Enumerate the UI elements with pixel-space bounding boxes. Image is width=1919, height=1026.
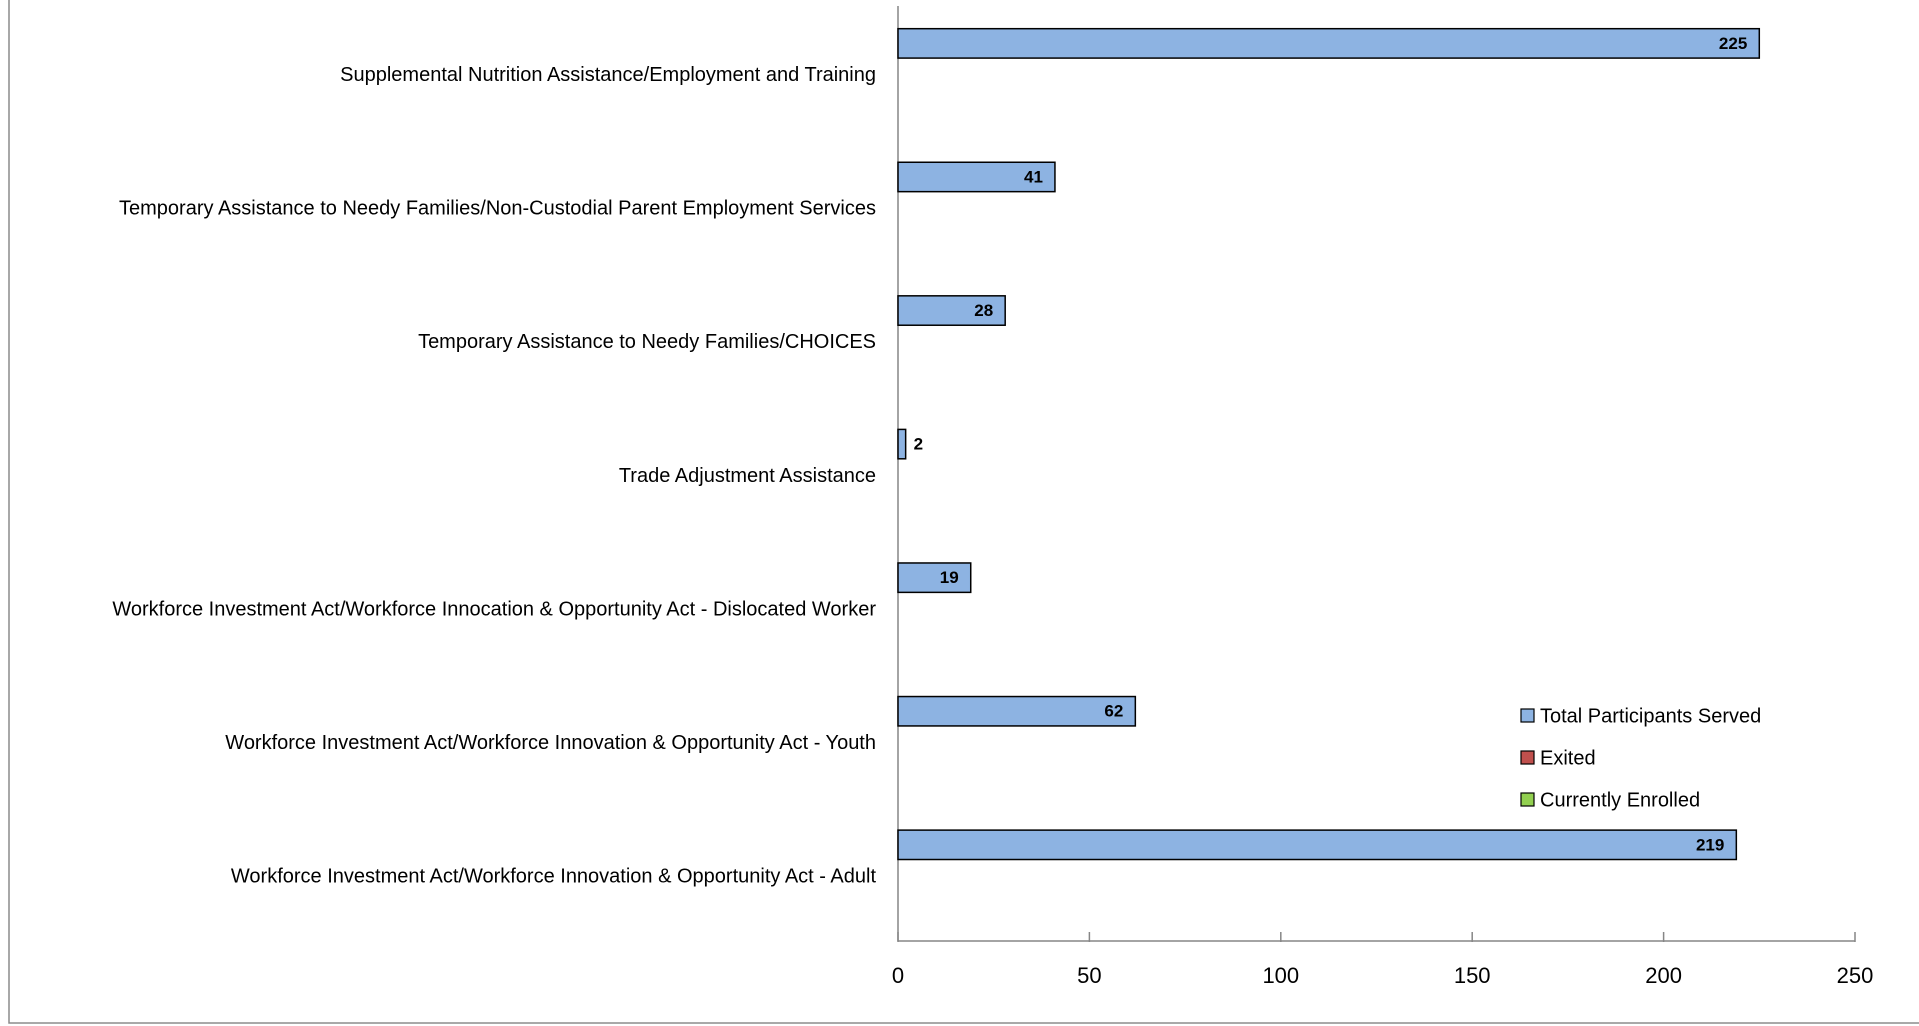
bar (897, 161, 1056, 193)
x-tick-label: 150 (1454, 963, 1491, 988)
bar (897, 27, 1761, 59)
legend-label: Total Participants Served (1540, 705, 1761, 727)
category-label: Temporary Assistance to Needy Families/N… (119, 198, 876, 220)
bar (897, 695, 1137, 727)
legend-swatch (1520, 792, 1535, 807)
legend-swatch (1520, 750, 1535, 765)
category-label: Workforce Investment Act/Workforce Innov… (231, 865, 877, 887)
category-label: Workforce Investment Act/Workforce Innoc… (112, 598, 876, 620)
legend-swatch (1520, 708, 1535, 723)
data-label: 19 (940, 568, 959, 587)
legend-label: Currently Enrolled (1540, 789, 1700, 811)
category-label: Trade Adjustment Assistance (619, 465, 876, 487)
x-tick-label: 0 (892, 963, 904, 988)
data-label: 28 (974, 301, 993, 320)
data-label: 219 (1696, 835, 1724, 854)
x-tick-label: 100 (1262, 963, 1299, 988)
x-tick-label: 200 (1645, 963, 1682, 988)
chart-border (8, 0, 1919, 1024)
bar (897, 295, 1006, 326)
data-label: 41 (1024, 167, 1043, 186)
bar (897, 428, 907, 460)
category-label: Supplemental Nutrition Assistance/Employ… (340, 64, 876, 86)
x-tick-label: 50 (1077, 963, 1101, 988)
x-tick-label: 250 (1837, 963, 1874, 988)
bar (897, 562, 972, 594)
category-label: Workforce Investment Act/Workforce Innov… (225, 732, 876, 754)
data-label: 62 (1104, 702, 1123, 721)
legend-label: Exited (1540, 747, 1596, 769)
bar (897, 829, 1738, 861)
data-label: 2 (914, 435, 923, 454)
data-label: 225 (1719, 34, 1747, 53)
category-label: Temporary Assistance to Needy Families/C… (418, 331, 876, 353)
